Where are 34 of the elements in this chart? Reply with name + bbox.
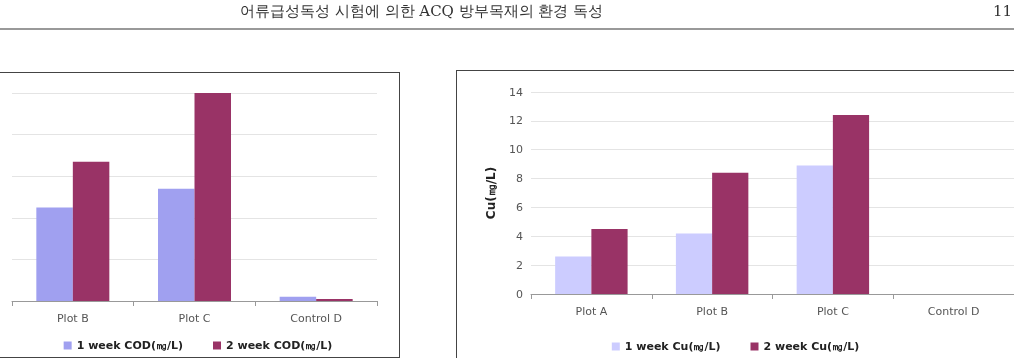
x-tick-label: Plot C [178,312,211,325]
bar [591,229,628,294]
y-tick-label: 14 [509,85,523,99]
y-axis-title: Cu(㎎/L) [484,166,498,220]
bar [832,115,870,294]
text: 11 [992,2,1012,20]
bar [316,298,353,301]
y-tick-label: 4 [516,229,523,243]
bar [72,161,110,301]
text: 어류급성독성 시험에 의한 ACQ 방부목재의 환경 독성 [240,2,604,21]
bar [675,233,713,294]
bar [712,172,749,294]
bar [194,93,231,301]
y-tick-label: 10 [509,143,523,157]
x-tick-label: Plot A [575,305,608,318]
y-tick-label: 12 [509,114,523,128]
x-tick-label: Plot C [816,305,850,318]
y-tick-label: 0 [516,287,523,301]
x-tick-label: Control D [290,312,343,325]
bar [279,296,317,301]
bar [158,188,195,301]
y-tick-label: 8 [516,172,523,186]
bar [36,207,73,301]
x-tick-label: Plot B [696,305,729,318]
y-tick-label: 6 [516,200,523,214]
bar [796,165,833,294]
legend-label: 1 week COD(㎎/L) [76,339,184,352]
legend-label: 2 week COD(㎎/L) [226,339,333,352]
legend-label: 2 week Cu(㎎/L) [763,340,860,353]
x-tick-label: Control D [927,305,980,318]
legend-label: 1 week Cu(㎎/L) [624,340,721,353]
x-tick-label: Plot B [56,312,89,325]
bar [555,256,592,294]
y-tick-label: 2 [516,258,523,272]
